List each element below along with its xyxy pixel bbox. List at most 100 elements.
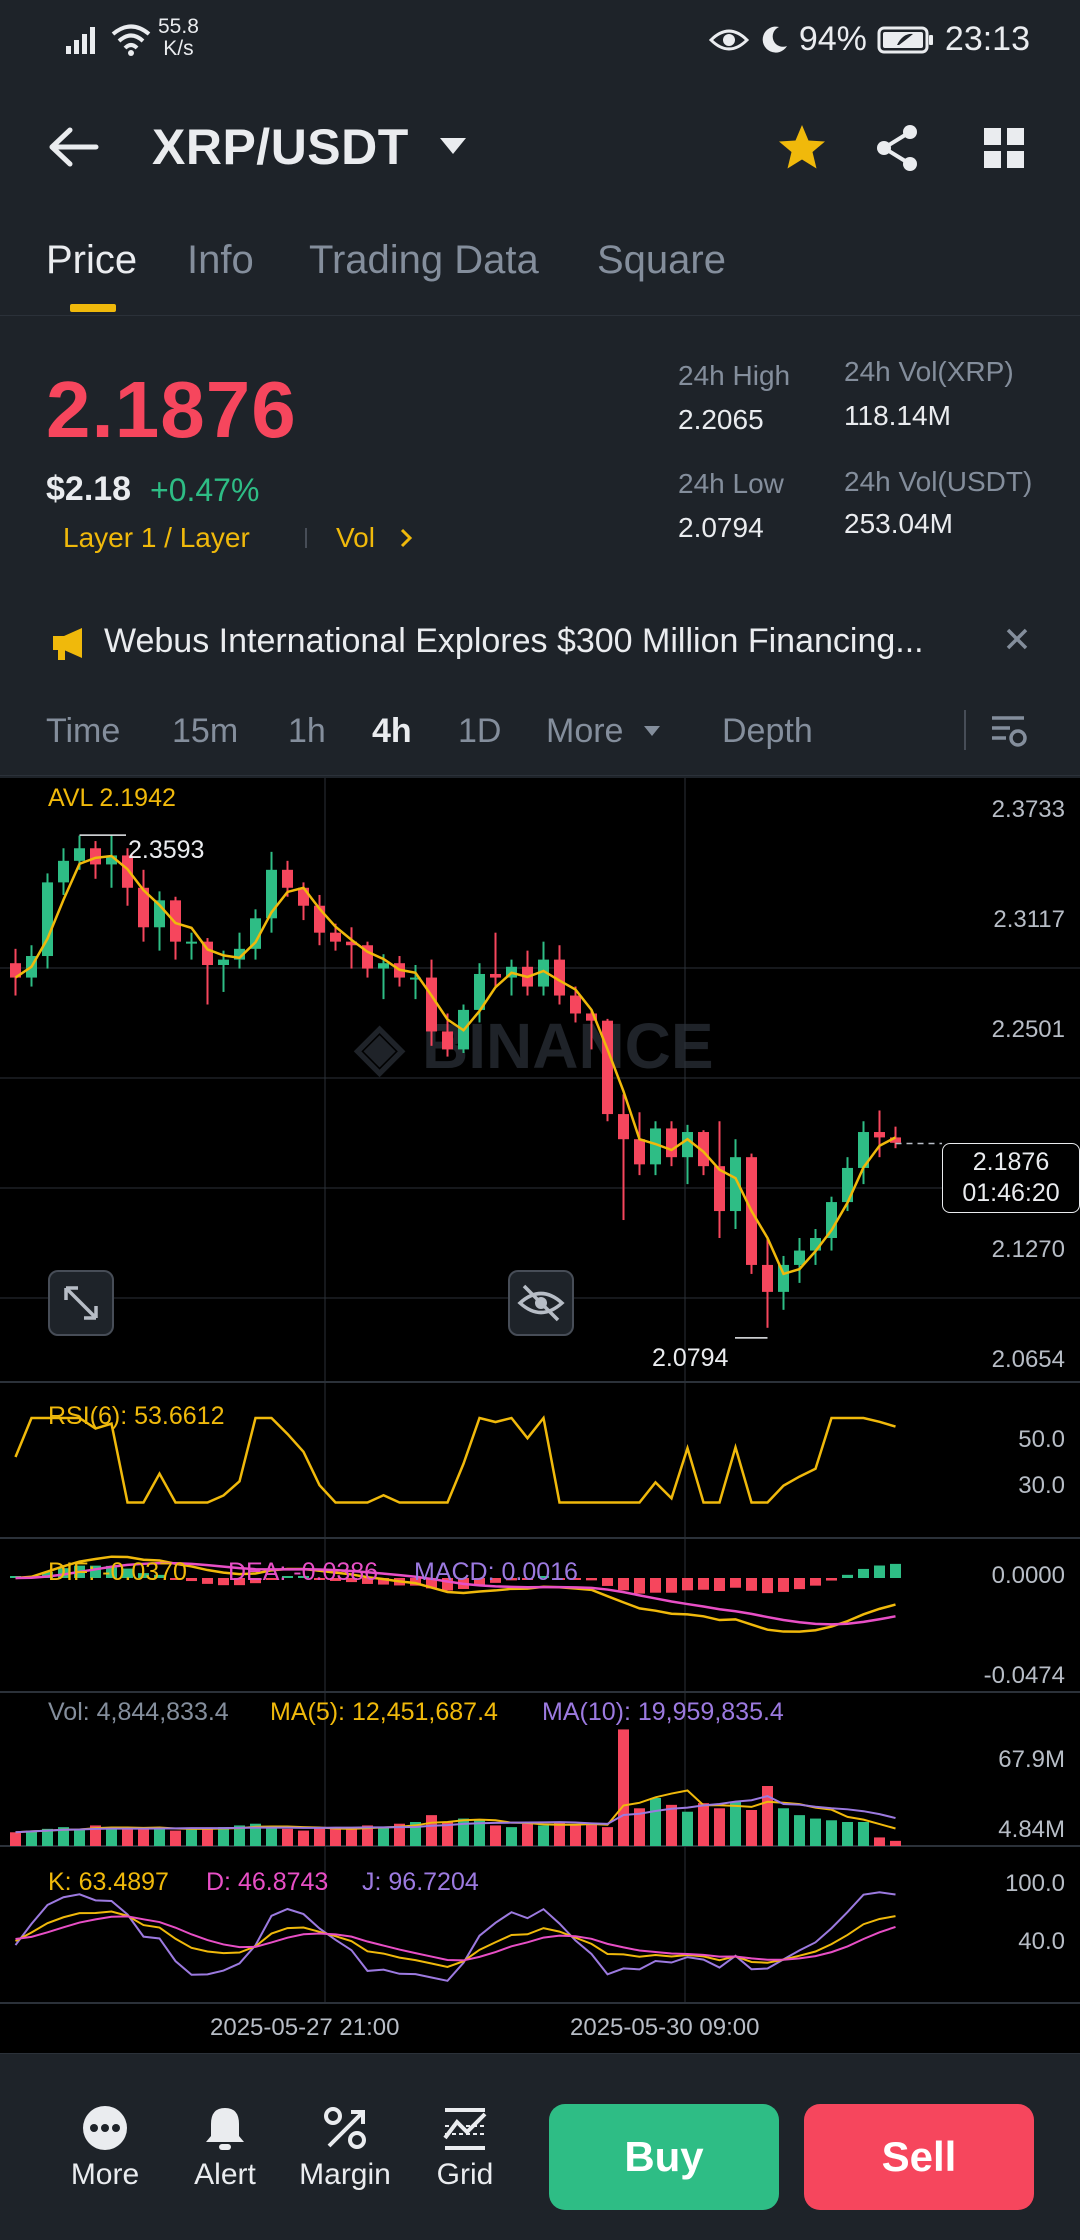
interval-15m[interactable]: 15m <box>172 712 239 750</box>
divider <box>305 528 307 548</box>
time-axis-label: 2025-05-30 09:00 <box>570 2014 760 2041</box>
hide-drawings-button[interactable] <box>508 1270 574 1336</box>
chevron-down-icon[interactable] <box>440 138 466 154</box>
tab-trading-data[interactable]: Trading Data <box>309 238 539 282</box>
sell-button[interactable]: Sell <box>804 2104 1034 2210</box>
volume-bar <box>570 1825 581 1846</box>
candle-body <box>538 959 549 987</box>
fullscreen-button[interactable] <box>48 1270 114 1336</box>
category-link[interactable]: Layer 1 / Layer <box>63 522 250 553</box>
candle-body <box>58 860 69 883</box>
expand-icon <box>64 1286 98 1320</box>
price-axis-label: 2.0654 <box>991 1346 1065 1373</box>
candle-body <box>234 948 245 960</box>
macd-histogram-bar <box>314 1578 325 1580</box>
candle-body <box>122 855 133 888</box>
macd-axis-label: -0.0474 <box>983 1662 1065 1689</box>
candle-body <box>874 1132 885 1138</box>
candle-body <box>730 1157 741 1212</box>
kdj-axis-label: 40.0 <box>1018 1928 1065 1955</box>
rsi-axis-label: 30.0 <box>1018 1472 1065 1499</box>
candle-body <box>90 848 101 865</box>
volume-bar <box>698 1803 709 1846</box>
vol-ma10-label: MA(10): 19,959,835.4 <box>542 1698 784 1726</box>
rsi-axis-label: 50.0 <box>1018 1426 1065 1453</box>
candle-body <box>810 1237 821 1251</box>
macd-histogram-bar <box>762 1578 773 1594</box>
dea-label: DEA: -0.0386 <box>228 1558 379 1586</box>
interval-time[interactable]: Time <box>46 712 121 750</box>
volume-bar <box>426 1815 437 1846</box>
volume-bar <box>794 1815 805 1846</box>
interval-1d[interactable]: 1D <box>458 712 502 750</box>
grid-icon[interactable] <box>978 122 1030 174</box>
pair-title[interactable]: XRP/USDT <box>152 119 409 175</box>
kline-chart[interactable]: ◈ BINANCE AVL 2.1942 2.3733 2.3117 2.250… <box>0 778 1080 2053</box>
volume-bar <box>74 1828 85 1846</box>
interval-bar: Time 15m 1h 4h 1D More Depth <box>0 694 1080 776</box>
macd-histogram-bar <box>650 1578 661 1593</box>
vol-link[interactable]: Vol <box>336 522 375 553</box>
volume-bar <box>522 1823 533 1846</box>
macd-histogram-bar <box>538 1576 549 1578</box>
share-icon[interactable] <box>872 122 924 174</box>
usd-price: $2.18 <box>46 470 132 508</box>
macd-histogram-bar <box>826 1578 837 1581</box>
candle-body <box>74 848 85 861</box>
tab-price[interactable]: Price <box>46 238 138 282</box>
buy-button[interactable]: Buy <box>549 2104 779 2210</box>
tab-square[interactable]: Square <box>597 238 726 282</box>
chart-settings-icon[interactable] <box>988 710 1030 752</box>
macd-histogram-bar <box>218 1578 229 1586</box>
macd-histogram-bar <box>378 1578 389 1585</box>
volume-bar <box>442 1822 453 1846</box>
price-axis-label: 2.3733 <box>991 796 1065 823</box>
candle-body <box>106 855 117 865</box>
candle-body <box>330 932 341 942</box>
current-price: 2.1876 <box>972 1148 1050 1176</box>
candle-body <box>314 905 325 933</box>
macd-histogram-bar <box>794 1578 805 1590</box>
chevron-right-icon[interactable] <box>398 526 414 550</box>
battery-icon <box>877 26 933 53</box>
candle-body <box>282 869 293 888</box>
more-button[interactable]: More <box>50 2104 160 2192</box>
chevron-down-icon[interactable] <box>642 724 662 738</box>
macd-histogram-bar <box>778 1578 789 1592</box>
interval-more[interactable]: More <box>546 712 624 750</box>
macd-histogram-bar <box>282 1576 293 1578</box>
macd-histogram-bar <box>618 1578 629 1591</box>
candle-body <box>474 973 485 1010</box>
candle-body <box>138 887 149 928</box>
chart-canvas[interactable]: ◈ BINANCE <box>0 778 1080 2053</box>
macd-histogram-bar <box>522 1578 533 1580</box>
interval-4h[interactable]: 4h <box>372 712 412 750</box>
volume-bar <box>122 1828 133 1846</box>
back-arrow-icon[interactable] <box>44 122 104 172</box>
candle-body <box>218 959 229 965</box>
macd-histogram-bar <box>810 1578 821 1586</box>
margin-icon <box>324 2107 366 2149</box>
star-icon[interactable] <box>776 122 828 174</box>
macd-histogram-bar <box>506 1578 517 1581</box>
battery-percent: 94% <box>798 20 867 58</box>
volume-bar <box>490 1825 501 1846</box>
j-line <box>14 1891 896 1982</box>
candle-body <box>378 963 389 969</box>
volume-bar <box>170 1830 181 1846</box>
volume-bar <box>410 1822 421 1846</box>
volume-bar <box>26 1830 37 1846</box>
grid-button[interactable]: Grid <box>410 2104 520 2192</box>
candle-body <box>490 973 501 978</box>
tab-info[interactable]: Info <box>187 238 254 282</box>
detail-tabs: Price Info Trading Data Square <box>0 228 1080 316</box>
interval-depth[interactable]: Depth <box>722 712 813 750</box>
close-icon[interactable] <box>1004 626 1030 652</box>
interval-1h[interactable]: 1h <box>288 712 326 750</box>
watermark: ◈ BINANCE <box>353 1010 714 1082</box>
news-banner[interactable]: Webus International Explores $300 Millio… <box>0 610 1080 680</box>
margin-button[interactable]: Margin <box>290 2104 400 2192</box>
news-headline[interactable]: Webus International Explores $300 Millio… <box>104 622 924 660</box>
alert-button[interactable]: Alert <box>170 2104 280 2192</box>
volume-bar <box>730 1801 741 1846</box>
